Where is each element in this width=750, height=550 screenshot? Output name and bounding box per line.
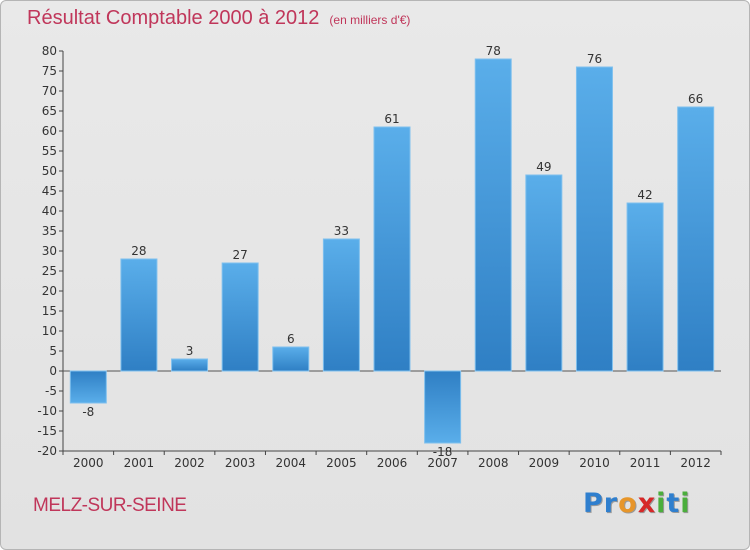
y-tick-label: 10 [42,324,57,338]
bar-2005 [322,238,360,372]
x-tick-label: 2003 [225,456,256,470]
x-axis: 2000 2001 2002 2003 2004 2005 2006 2007 2008 2009… [62,370,722,470]
x-tick-label: 2007 [427,456,458,470]
bar-2004 [272,346,310,372]
x-tick-label: 2010 [579,456,610,470]
y-axis: -20 -15 -10 -5 0 5 10 15 20 25 30 35 40 45 50 55 60 65 70 7… [37,44,64,458]
data-label-2011: 42 [637,188,652,202]
y-tick-label: 75 [42,64,57,78]
x-tick-label: 2009 [529,456,560,470]
chart-title: Résultat Comptable 2000 à 2012 (en millie… [27,7,410,30]
bar-chart: -20 -15 -10 -5 0 5 10 15 20 25 30 35 40 45 50 55 60 65 70 7… [37,44,722,470]
y-tick-label: -15 [37,424,57,438]
y-tick-label: -5 [45,384,57,398]
y-tick-label: 65 [42,104,57,118]
data-label-2012: 66 [688,92,703,106]
x-tick-label: 2001 [124,456,155,470]
chart-subtitle: (en milliers d'€) [329,13,411,27]
data-label-2004: 6 [287,332,295,346]
data-label-2009: 49 [536,160,551,174]
title-text: Résultat Comptable 2000 à 2012 [27,7,320,29]
x-tick-label: 2002 [174,456,205,470]
proxiti-logo: Proxiti [583,488,691,519]
data-labels: -8 28 3 27 6 33 61 -18 78 49 76 42 66 [82,44,703,459]
bar-2000 [69,370,107,404]
data-label-2005: 33 [334,224,349,238]
logo-letter: x [637,488,657,519]
bar-2002 [171,358,209,372]
x-tick-label: 2004 [275,456,306,470]
bar-2006 [373,126,411,372]
bar-2009 [525,174,563,372]
logo-letter: r [603,488,619,519]
y-tick-label: 25 [42,264,57,278]
logo-letter: t [666,488,681,519]
x-tick-label: 2005 [326,456,357,470]
bar-2012 [677,106,715,372]
data-label-2008: 78 [486,44,501,58]
logo-letter: o [618,488,638,519]
logo-letter: P [583,488,604,519]
commune-name: MELZ-SUR-SEINE [33,495,187,516]
bar-2008 [474,58,512,372]
data-label-2006: 61 [384,112,399,126]
data-label-2000: -8 [82,405,94,419]
bars [69,58,715,444]
data-label-2010: 76 [587,52,602,66]
data-label-2002: 3 [186,344,194,358]
y-tick-label: 30 [42,244,57,258]
bar-2007 [424,370,462,444]
y-tick-label: 50 [42,164,57,178]
bar-2003 [221,262,259,372]
bar-2011 [626,202,664,372]
logo-letter: i [656,488,667,519]
data-label-2007: -18 [433,445,453,459]
x-tick-label: 2008 [478,456,509,470]
x-tick-label: 2000 [73,456,104,470]
y-tick-label: 5 [49,344,57,358]
x-tick-label: 2012 [680,456,711,470]
y-tick-label: 0 [49,364,57,378]
bar-2010 [575,66,613,372]
y-tick-label: 35 [42,224,57,238]
y-tick-label: 60 [42,124,57,138]
x-tick-label: 2006 [377,456,408,470]
x-tick-label: 2011 [630,456,661,470]
bar-2001 [120,258,158,372]
y-tick-label: 70 [42,84,57,98]
y-tick-label: 80 [42,44,57,58]
y-tick-label: -10 [37,404,57,418]
y-tick-label: 45 [42,184,57,198]
y-tick-label: 20 [42,284,57,298]
y-tick-label: 15 [42,304,57,318]
data-label-2001: 28 [131,244,146,258]
y-tick-label: 55 [42,144,57,158]
data-label-2003: 27 [233,248,248,262]
y-tick-label: 40 [42,204,57,218]
logo-letter: i [680,488,691,519]
y-tick-label: -20 [37,444,57,458]
